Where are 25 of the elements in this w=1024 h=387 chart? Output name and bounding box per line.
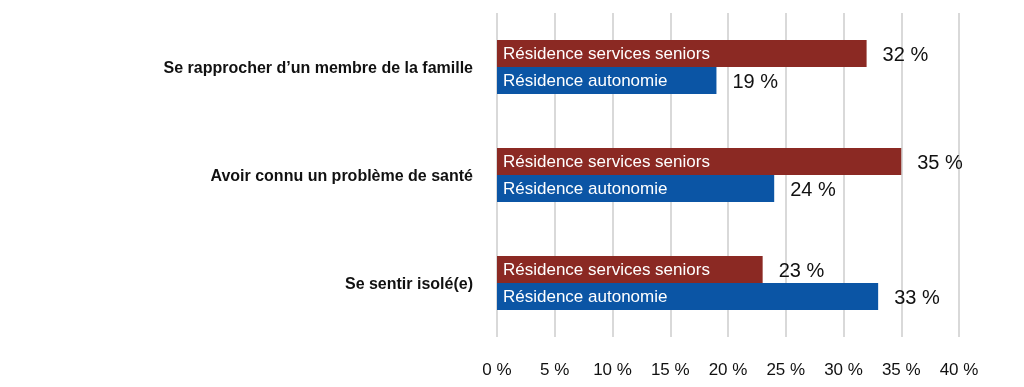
data-label: 24 % [790, 177, 836, 200]
x-tick-label: 35 % [881, 360, 921, 379]
x-tick-label: 15 % [650, 360, 690, 379]
data-label: 23 % [778, 258, 825, 281]
text: Résidence autonomie [503, 287, 668, 306]
data-label: 35 % [917, 150, 964, 173]
series-label: Résidence services seniors [503, 44, 710, 63]
x-tick-label: 0 % [482, 360, 512, 379]
x-tick-label: 40 % [939, 360, 979, 379]
x-tick-label: 25 % [766, 360, 806, 379]
x-tick-label: 5 % [540, 360, 570, 379]
y-tick-label: Avoir connu un problème de santé [210, 166, 474, 184]
data-label: 32 % [882, 42, 929, 65]
bar [497, 283, 879, 310]
data-label: 19 % [732, 69, 779, 92]
x-tick-label: 10 % [593, 360, 632, 379]
data-label: 33 % [894, 285, 940, 308]
x-tick-label: 20 % [708, 360, 748, 379]
x-tick-label: 30 % [824, 360, 863, 379]
y-tick-label: Se sentir isolé(e) [344, 274, 473, 292]
text: Résidence services seniors [503, 152, 710, 171]
text: Résidence autonomie [503, 179, 668, 198]
series-label: Résidence autonomie [503, 71, 668, 90]
y-tick-label: Se rapprocher d’un membre de la famille [163, 58, 474, 76]
text: Résidence services seniors [503, 260, 710, 279]
